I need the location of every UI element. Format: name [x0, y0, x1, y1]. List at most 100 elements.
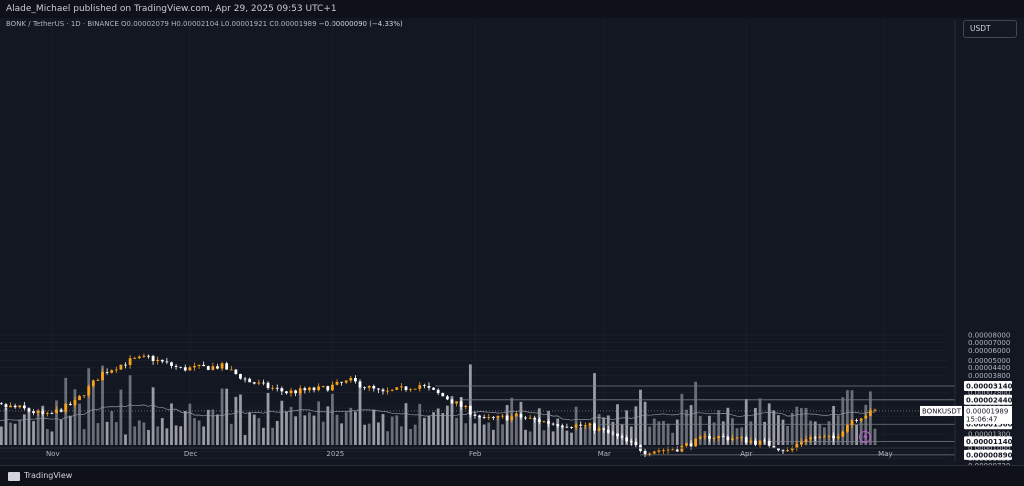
candle-body: [712, 438, 716, 439]
candle: [119, 364, 123, 370]
candle: [45, 411, 49, 417]
candle-body: [78, 395, 81, 401]
volume-bar: [850, 390, 854, 445]
candle-body: [827, 435, 831, 437]
volume-bar: [335, 414, 339, 445]
volume-bar: [179, 426, 183, 445]
volume-bar: [4, 407, 8, 445]
candle: [234, 369, 238, 375]
candle: [225, 361, 229, 370]
volume-bar: [698, 415, 702, 445]
candle: [280, 386, 284, 395]
candle: [634, 438, 638, 448]
candle: [331, 381, 334, 392]
candle: [749, 437, 753, 445]
volume-bar: [772, 410, 776, 445]
candle: [588, 422, 592, 429]
candle-body: [179, 366, 183, 368]
volume-bar: [749, 421, 753, 445]
candle: [781, 449, 785, 454]
candle: [91, 379, 95, 388]
candle-body: [170, 362, 173, 366]
candle-body: [160, 359, 164, 362]
candle: [524, 416, 527, 420]
candle-body: [450, 399, 454, 404]
volume-bar: [731, 418, 734, 445]
candle: [703, 433, 707, 440]
x-tick-label: Dec: [184, 450, 198, 458]
candle: [13, 403, 17, 409]
candle-body: [271, 387, 275, 389]
volume-bar: [763, 421, 767, 445]
y-tick-label: 0.00008000: [968, 331, 1010, 339]
level-label-bg: [964, 394, 1012, 405]
candle-body: [565, 426, 569, 428]
volume-bar: [399, 426, 403, 445]
volume-bar: [174, 425, 178, 445]
volume-bar: [501, 424, 504, 445]
last-price-label: BONKUSDT 0.00001989 15:06:47: [920, 405, 1012, 424]
candle-body: [855, 420, 858, 421]
candle-body: [220, 363, 224, 369]
volume-bar: [551, 431, 555, 445]
volume-bars: [0, 364, 877, 445]
candle: [376, 388, 380, 394]
candle: [294, 389, 298, 397]
volume-bar: [395, 415, 399, 445]
volume-bar: [105, 421, 109, 445]
candle-body: [9, 405, 12, 408]
volume-bar: [78, 403, 81, 445]
open-value: 0.00002079: [126, 20, 169, 28]
candle-body: [740, 437, 744, 439]
volume-bar: [183, 411, 187, 445]
volume-bar: [868, 391, 872, 445]
candle: [110, 369, 114, 374]
candle-body: [142, 355, 146, 357]
candle: [160, 359, 164, 364]
candle: [491, 416, 495, 421]
candle: [340, 381, 344, 386]
candle-body: [491, 417, 495, 418]
candle-body: [87, 386, 91, 396]
candle-body: [542, 421, 546, 423]
candle-body: [395, 387, 399, 390]
candle-body: [597, 428, 601, 431]
candle: [413, 388, 417, 390]
candle-body: [418, 385, 422, 389]
volume-bar: [579, 427, 583, 445]
currency-button[interactable]: USDT: [963, 20, 1017, 38]
candle: [73, 396, 77, 409]
volume-bar: [758, 398, 762, 445]
chart-grid: [0, 20, 947, 459]
candle: [731, 434, 734, 442]
candle-body: [358, 381, 362, 388]
time-axis[interactable]: Nov Dec 2025 Feb Mar Apr May: [0, 447, 955, 458]
volume-bar: [524, 429, 527, 445]
volume-bar: [689, 405, 693, 445]
volume-bar: [262, 427, 265, 445]
candle-body: [735, 437, 739, 439]
candle-body: [680, 445, 684, 452]
candle-body: [114, 369, 118, 371]
candle: [455, 401, 458, 407]
candle: [321, 385, 325, 388]
candle: [464, 405, 468, 410]
volume-bar: [308, 412, 311, 445]
candle-body: [119, 364, 123, 370]
candle-body: [501, 415, 504, 417]
candle-body: [570, 427, 573, 428]
candle: [27, 407, 31, 413]
tradingview-brand[interactable]: TradingView: [8, 470, 72, 482]
volume-bar: [137, 420, 141, 445]
volume-bar: [285, 411, 288, 445]
volume-bar: [331, 393, 334, 445]
candle: [312, 386, 316, 393]
candle-body: [36, 410, 40, 413]
lightning-icon[interactable]: [859, 431, 871, 443]
candle: [303, 386, 307, 394]
footer-bar: TradingView: [0, 465, 1024, 486]
volume-bar: [202, 426, 206, 445]
candle: [754, 438, 757, 447]
